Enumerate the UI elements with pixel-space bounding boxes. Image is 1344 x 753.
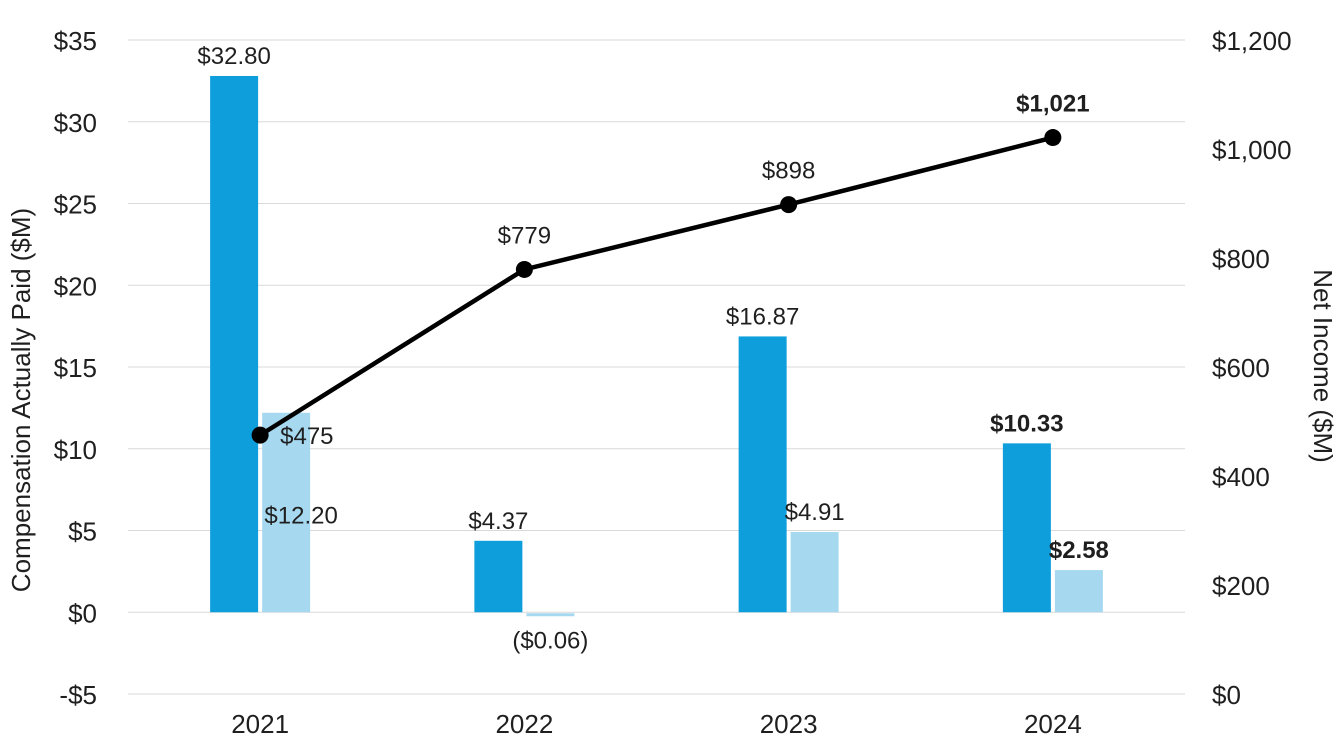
x-axis-label: 2021: [231, 709, 289, 739]
left-axis-tick-label: $20: [54, 271, 97, 301]
left-axis-tick-label: $30: [54, 108, 97, 138]
data-label: $10.33: [990, 410, 1063, 437]
right-axis-tick-label: $800: [1212, 244, 1270, 274]
data-label: $12.20: [264, 503, 337, 530]
right-axis-tick-label: $0: [1212, 680, 1241, 710]
data-label: $898: [762, 158, 815, 185]
net-income-line-line: [258, 135, 1054, 438]
net-income-line-marker: [251, 426, 269, 444]
right-axis-title: Net Income ($M): [1308, 269, 1338, 463]
left-axis-tick-label: $35: [54, 26, 97, 56]
left-axis-tick-label: $10: [54, 435, 97, 465]
data-label: $32.80: [197, 43, 270, 70]
data-label: $16.87: [726, 303, 799, 330]
data-label: $475: [280, 423, 333, 450]
data-labels: $32.80 $4.37 $16.87 $10.33 $12.20 ($0.06) $4.9…: [197, 43, 1108, 654]
right-axis-tick-label: $200: [1212, 571, 1270, 601]
data-label: $1,021: [1016, 91, 1089, 118]
left-axis-title: Compensation Actually Paid ($M): [6, 208, 36, 592]
compensation-bar-primary-bar: [210, 75, 259, 613]
compensation-bar-primary-bar: [1002, 443, 1051, 613]
compensation-bar-secondary-bar: [262, 412, 311, 613]
right-axis-tick-labels: $1,200 $1,000 $800 $600 $400 $200 $0: [1212, 26, 1292, 710]
bar-series-group: [210, 75, 1103, 617]
data-label: ($0.06): [512, 627, 588, 654]
left-axis-tick-label: $15: [54, 353, 97, 383]
net-income-line-marker: [780, 196, 798, 214]
data-label: $2.58: [1049, 537, 1109, 564]
x-axis-label: 2023: [760, 709, 818, 739]
compensation-bar-secondary-bar: [526, 613, 575, 617]
left-axis-tick-label: $5: [68, 517, 97, 547]
x-axis-label: 2022: [495, 709, 553, 739]
compensation-bar-primary-bar: [474, 540, 523, 613]
compensation-bar-secondary-bar: [790, 531, 839, 613]
line-series-group: [251, 129, 1062, 444]
x-axis-label: 2024: [1024, 709, 1082, 739]
data-label: $4.91: [785, 499, 845, 526]
left-axis-tick-label: $0: [68, 598, 97, 628]
left-axis-tick-labels: $35 $30 $25 $20 $15 $10 $5 $0 -$5: [54, 26, 97, 710]
data-label: $779: [498, 222, 551, 249]
compensation-bar-secondary-bar: [1054, 570, 1103, 613]
x-axis-labels: 2021 2022 2023 2024: [231, 709, 1082, 739]
right-axis-tick-label: $400: [1212, 462, 1270, 492]
right-axis-tick-label: $1,200: [1212, 26, 1292, 56]
left-axis-tick-label: -$5: [59, 680, 97, 710]
right-axis-tick-label: $1,000: [1212, 135, 1292, 165]
data-label: $4.37: [468, 508, 528, 535]
net-income-line-marker: [515, 260, 533, 278]
left-axis-tick-label: $25: [54, 190, 97, 220]
compensation-bar-primary-bar: [738, 336, 787, 613]
net-income-line-marker: [1044, 129, 1062, 147]
right-axis-tick-label: $600: [1212, 353, 1270, 383]
